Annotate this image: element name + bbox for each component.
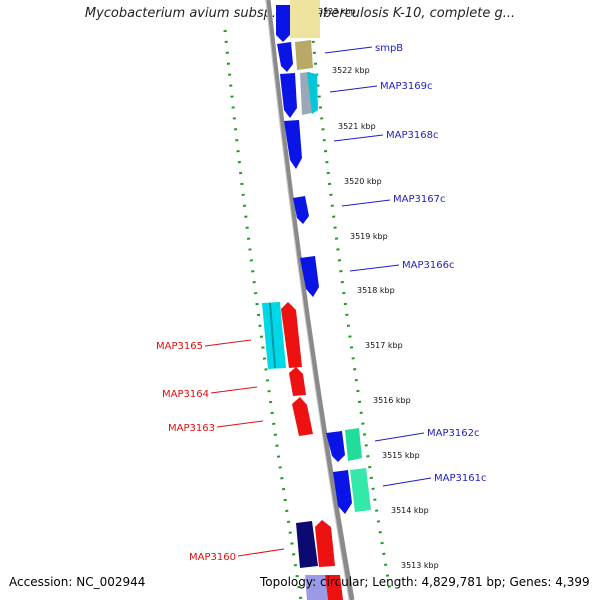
feature-MAP3162c[interactable] [326, 428, 362, 462]
feature-partial-top[interactable] [276, 0, 320, 42]
feature-MAP3160[interactable] [296, 520, 335, 568]
genome-backbone-highlight [265, 0, 350, 600]
gene-label-MAP3164[interactable]: MAP3164 [162, 389, 209, 400]
gene-label-MAP3165[interactable]: MAP3165 [156, 341, 203, 352]
gene-label-smpB[interactable]: smpB [375, 43, 403, 54]
tick-label: 3515 kbp [382, 451, 420, 460]
genome-backbone [265, 0, 355, 600]
tick-label: 3513 kbp [401, 561, 439, 570]
gene-label-MAP3168c[interactable]: MAP3168c [386, 130, 438, 141]
tick-label: 3520 kbp [344, 177, 382, 186]
feature-MAP3167c[interactable] [293, 196, 309, 224]
gene-label-MAP3162c[interactable]: MAP3162c [427, 428, 479, 439]
feature-partial-bottom[interactable] [305, 575, 343, 600]
tick-label: 3517 kbp [365, 341, 403, 350]
gene-label-MAP3163[interactable]: MAP3163 [168, 423, 215, 434]
tick-label: 3523 kbp [318, 7, 356, 16]
gene-label-MAP3161c[interactable]: MAP3161c [434, 473, 486, 484]
tick-labels: 3523 kbp 3522 kbp 3521 kbp 3520 kbp 3519… [318, 7, 439, 570]
feature-smpB[interactable] [277, 40, 313, 72]
tick-label: 3519 kbp [350, 232, 388, 241]
feature-MAP3163[interactable] [292, 397, 313, 436]
feature-MAP3168c[interactable] [284, 120, 302, 169]
forward-callouts: smpB MAP3169c MAP3168c MAP3167c MAP3166c… [324, 43, 486, 487]
feature-MAP3166c[interactable] [300, 256, 319, 297]
gene-label-MAP3166c[interactable]: MAP3166c [402, 260, 454, 271]
tick-label: 3514 kbp [391, 506, 429, 515]
genome-summary: Topology: circular; Length: 4,829,781 bp… [260, 575, 590, 589]
outer-ruler [310, 29, 392, 591]
gene-label-MAP3160[interactable]: MAP3160 [189, 552, 236, 563]
reverse-callouts: MAP3165 MAP3164 MAP3163 MAP3160 [156, 339, 285, 563]
feature-MAP3169c[interactable] [280, 72, 318, 118]
feature-MAP3165[interactable] [262, 302, 302, 369]
tick-label: 3518 kbp [357, 286, 395, 295]
accession-text: Accession: NC_002944 [9, 575, 146, 589]
feature-MAP3161c[interactable] [333, 468, 371, 514]
tick-label: 3522 kbp [332, 66, 370, 75]
feature-MAP3164[interactable] [289, 367, 306, 396]
gene-label-MAP3169c[interactable]: MAP3169c [380, 81, 432, 92]
gene-label-MAP3167c[interactable]: MAP3167c [393, 194, 445, 205]
tick-label: 3516 kbp [373, 396, 411, 405]
tick-label: 3521 kbp [338, 122, 376, 131]
